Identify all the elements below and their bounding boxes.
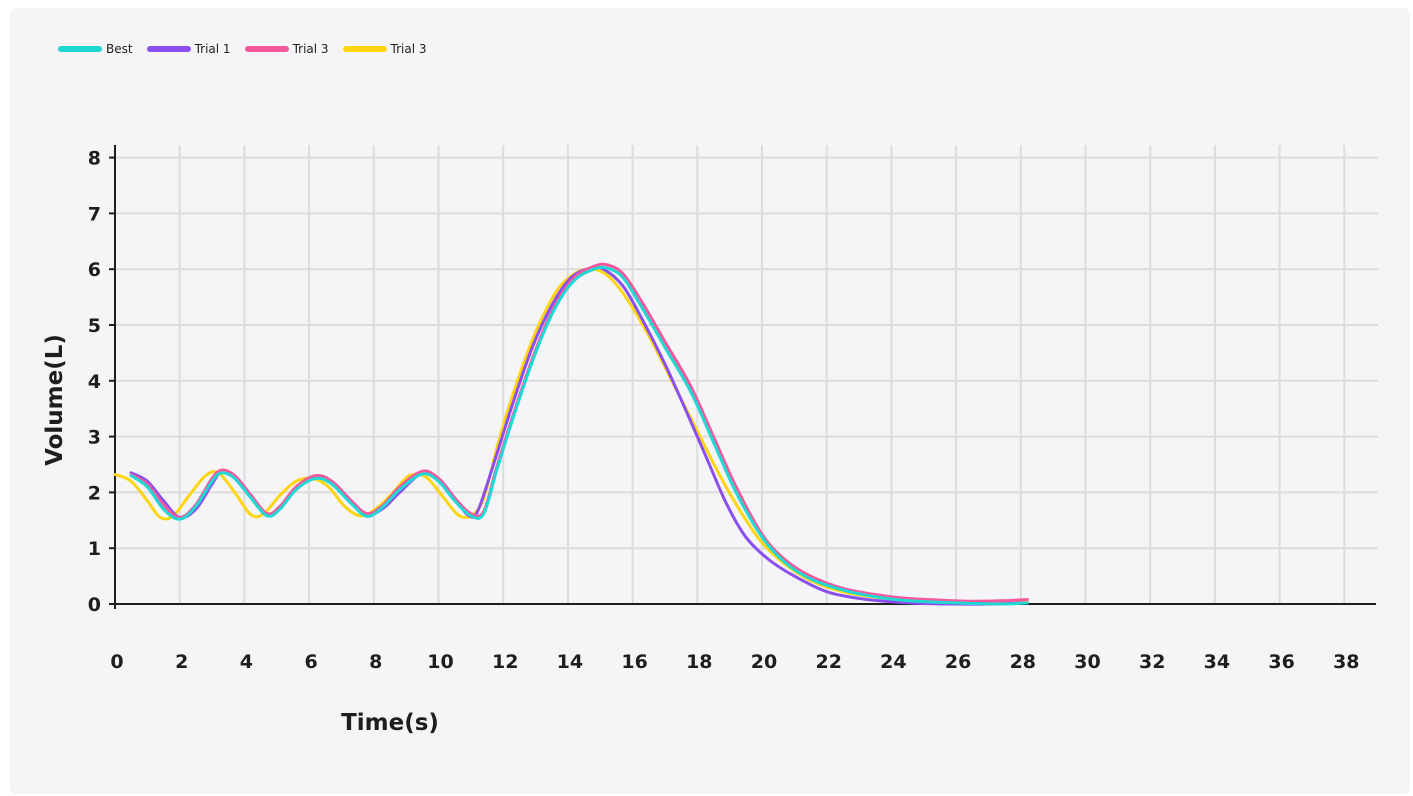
x-tick-label-34: 34: [1204, 651, 1230, 673]
x-tick-label-26: 26: [945, 651, 971, 673]
x-tick-label-10: 10: [427, 651, 453, 673]
legend-label-best: Best: [106, 42, 133, 56]
series-line-best: [129, 265, 1029, 606]
y-tick-label-3: 3: [88, 427, 101, 449]
legend-item-trial-3-yellow[interactable]: Trial 3: [342, 42, 427, 56]
x-tick-label-38: 38: [1333, 651, 1359, 673]
x-tick-label-20: 20: [751, 651, 777, 673]
x-tick-label-18: 18: [686, 651, 712, 673]
x-tick-label-14: 14: [557, 651, 583, 673]
x-tick-label-22: 22: [815, 651, 841, 673]
legend-label-trial-1: Trial 1: [194, 42, 231, 56]
x-tick-label-24: 24: [880, 651, 906, 673]
y-tick-label-1: 1: [88, 538, 101, 560]
chart-legend: Best Trial 1 Trial 3 Trial 3: [58, 42, 427, 56]
legend-swatch-trial-1: [146, 46, 191, 52]
chart-card: [10, 8, 1410, 794]
x-tick-label-8: 8: [369, 651, 382, 673]
series-lines: [113, 262, 1029, 606]
x-axis-ticks: 0 2 4 6 8 10 12 14 16 18 20 22 24 26 28 30 32 34 36 38: [110, 651, 1359, 673]
x-tick-label-30: 30: [1074, 651, 1100, 673]
legend-item-trial-3-pink[interactable]: Trial 3: [244, 42, 329, 56]
y-axis-title: Volume(L): [42, 334, 68, 466]
x-tick-label-36: 36: [1268, 651, 1294, 673]
legend-label-trial-3-yellow: Trial 3: [390, 42, 427, 56]
y-tick-label-8: 8: [88, 148, 101, 170]
legend-item-trial-1[interactable]: Trial 1: [146, 42, 231, 56]
y-tick-label-6: 6: [88, 259, 101, 281]
x-tick-label-6: 6: [304, 651, 317, 673]
x-tick-label-28: 28: [1010, 651, 1036, 673]
x-tick-label-12: 12: [492, 651, 518, 673]
legend-item-best[interactable]: Best: [58, 42, 133, 56]
y-axis-ticks: 0 1 2 3 4 5 6 7 8: [88, 148, 115, 616]
x-tick-label-16: 16: [621, 651, 647, 673]
y-tick-label-5: 5: [88, 315, 101, 337]
series-line-trial-1: [129, 265, 1029, 606]
legend-swatch-trial-3-yellow: [342, 46, 387, 52]
series-line-trial-3-pink: [129, 262, 1029, 603]
x-tick-label-0: 0: [110, 651, 123, 673]
grid-lines: [115, 145, 1378, 604]
x-tick-label-32: 32: [1139, 651, 1165, 673]
y-tick-label-4: 4: [88, 371, 101, 393]
legend-label-trial-3-pink: Trial 3: [292, 42, 329, 56]
y-tick-label-7: 7: [88, 203, 101, 225]
x-axis-title: Time(s): [341, 710, 439, 736]
legend-swatch-best: [58, 46, 102, 52]
legend-swatch-trial-3-pink: [244, 46, 289, 52]
axes: [114, 145, 1376, 609]
x-tick-label-2: 2: [175, 651, 188, 673]
y-tick-label-0: 0: [88, 594, 101, 616]
y-tick-label-2: 2: [88, 482, 101, 504]
x-tick-label-4: 4: [240, 651, 253, 673]
